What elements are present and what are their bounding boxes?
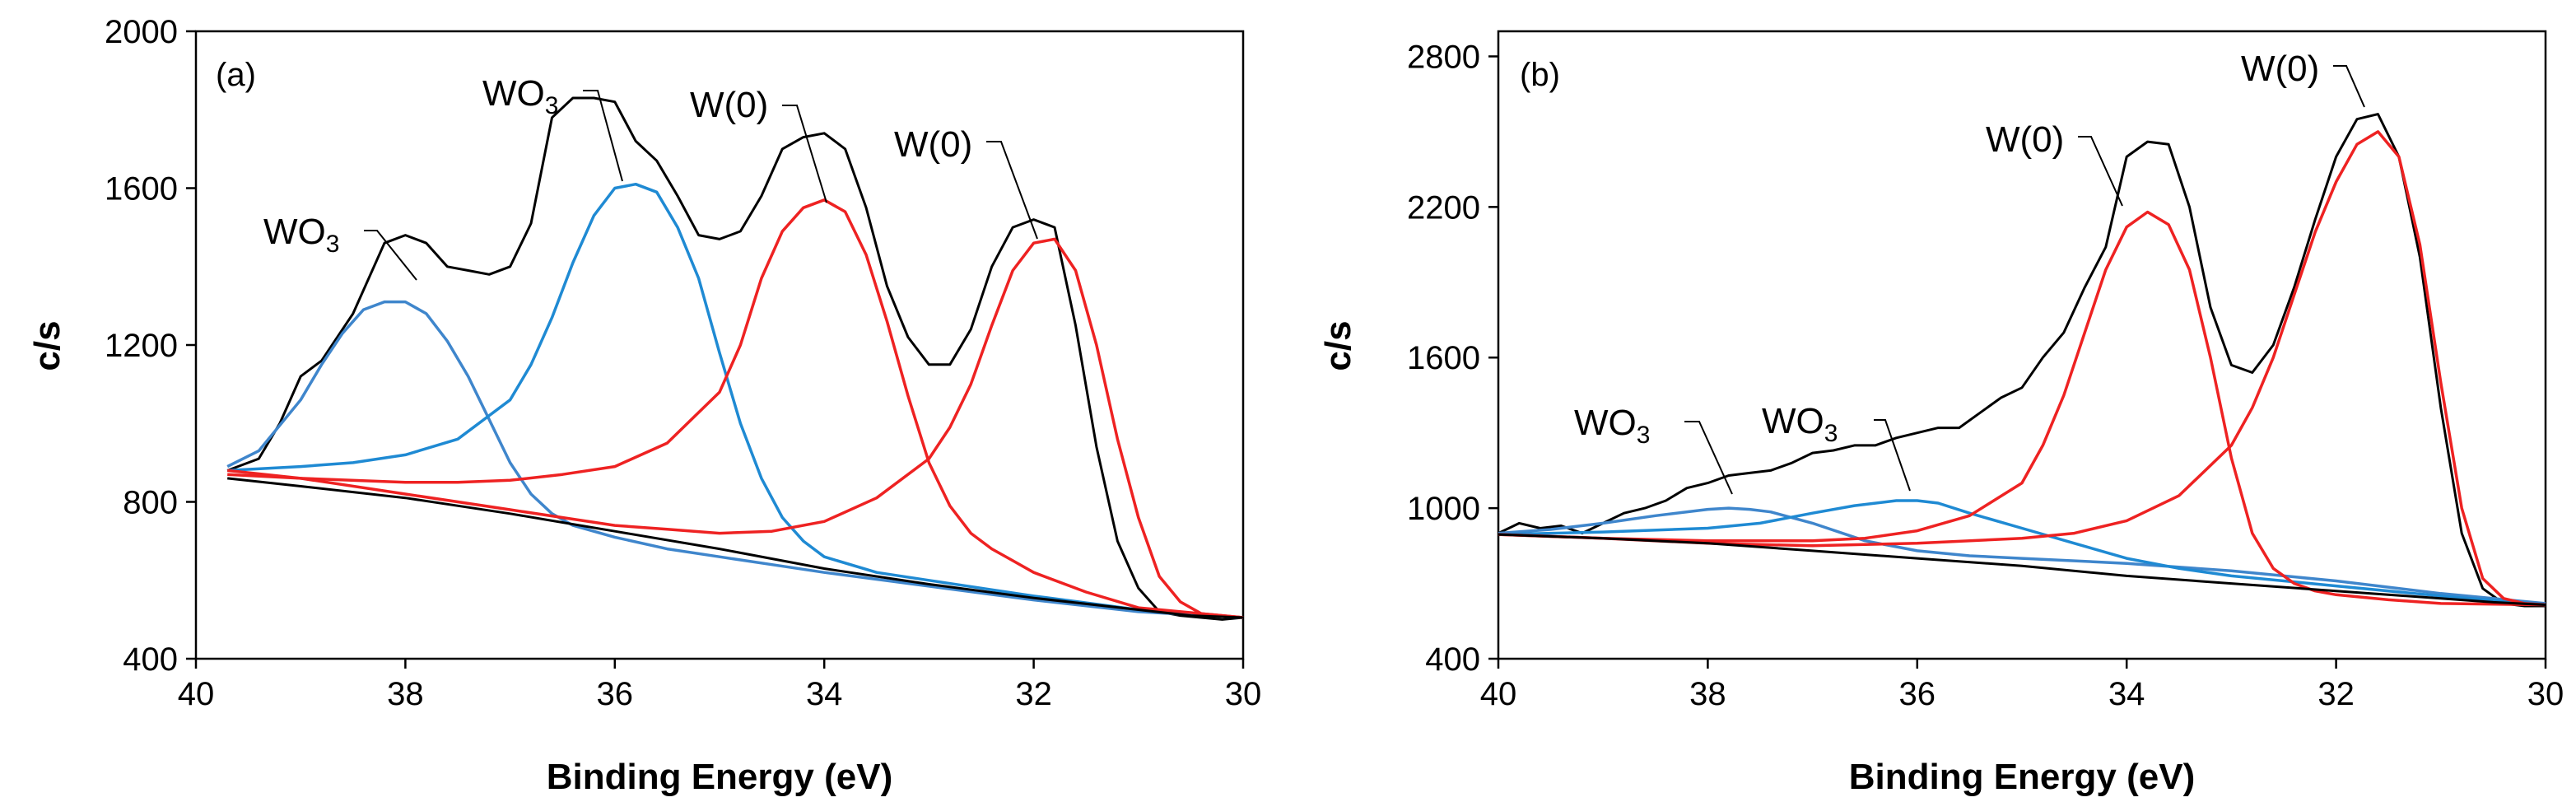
series-line-measured bbox=[226, 96, 1244, 621]
leader-line bbox=[2078, 136, 2123, 207]
series-line-w-0-33-8-ev bbox=[1498, 210, 2546, 607]
peak-label-wo3-1: WO3 bbox=[1574, 403, 1650, 449]
y-tick-label: 400 bbox=[123, 641, 178, 678]
x-tick-label: 40 bbox=[178, 676, 215, 712]
y-tick-label: 800 bbox=[123, 485, 178, 521]
x-tick-label: 32 bbox=[2317, 676, 2355, 712]
y-tick-label: 1000 bbox=[1407, 491, 1480, 527]
y-tick-label: 1600 bbox=[105, 171, 178, 207]
y-axis-title-b: c/s bbox=[1318, 320, 1358, 371]
series-line-w-0-31-8-ev bbox=[227, 237, 1244, 619]
series-line-measured bbox=[1498, 113, 2546, 608]
series-line-wo3-38-0-ev bbox=[226, 300, 1244, 619]
y-tick-label: 1600 bbox=[1407, 340, 1480, 376]
plot-frame-b bbox=[1497, 30, 2547, 660]
series-line-wo3-36-1-ev bbox=[1498, 499, 2546, 607]
peak-label-wo3-1: WO3 bbox=[263, 212, 339, 258]
x-tick-label: 40 bbox=[1480, 676, 1517, 712]
leader-line bbox=[2333, 65, 2365, 108]
x-tick-label: 38 bbox=[387, 676, 424, 712]
series-line-wo3-35-9-ev bbox=[227, 182, 1244, 619]
plot-frame-a bbox=[194, 30, 1245, 660]
x-axis-title-a: Binding Energy (eV) bbox=[547, 757, 892, 797]
y-tick-label: 2800 bbox=[1407, 39, 1480, 75]
y-tick-label: 2000 bbox=[105, 14, 178, 50]
series-line-background bbox=[1498, 533, 2546, 606]
y-tick-label: 400 bbox=[1425, 641, 1480, 678]
series-line-background bbox=[227, 477, 1244, 619]
leader-line bbox=[782, 105, 827, 203]
series-line-wo3-37-8-ev bbox=[1498, 506, 2546, 605]
x-tick-label: 30 bbox=[1225, 676, 1262, 712]
y-tick-label: 1200 bbox=[105, 328, 178, 364]
peak-label-w0-1: W(0) bbox=[690, 85, 768, 125]
leader-line bbox=[364, 230, 417, 281]
x-tick-label: 36 bbox=[1899, 676, 1936, 712]
x-tick-label: 36 bbox=[597, 676, 634, 712]
leader-line bbox=[986, 141, 1038, 240]
chart-panel-a: (a) c/s Binding Energy (eV) 40 38 36 34 32 30… bbox=[27, 14, 1261, 797]
peak-label-w0-2: W(0) bbox=[894, 124, 972, 165]
peak-label-wo3-2: WO3 bbox=[482, 73, 558, 119]
y-tick-label: 2200 bbox=[1407, 189, 1480, 226]
leader-line bbox=[583, 90, 623, 182]
panel-label-a: (a) bbox=[216, 57, 256, 93]
x-tick-label: 34 bbox=[806, 676, 843, 712]
x-tick-label: 34 bbox=[2108, 676, 2145, 712]
leader-line bbox=[1684, 421, 1733, 495]
x-tick-label: 32 bbox=[1015, 676, 1052, 712]
x-tick-label: 30 bbox=[2527, 676, 2564, 712]
peak-label-wo3-2: WO3 bbox=[1762, 401, 1838, 447]
series-line-w-0-33-9-ev bbox=[227, 198, 1244, 619]
y-axis-title-a: c/s bbox=[27, 320, 68, 371]
x-tick-label: 38 bbox=[1689, 676, 1726, 712]
panel-label-b: (b) bbox=[1520, 57, 1560, 93]
series-line-w-0-31-6-ev bbox=[1498, 130, 2546, 607]
leader-line bbox=[1874, 419, 1911, 492]
peak-label-w0-2: W(0) bbox=[2241, 49, 2319, 89]
chart-panel-b: (b) c/s Binding Energy (eV) 40 38 36 34 32 30… bbox=[1318, 30, 2564, 797]
x-axis-title-b: Binding Energy (eV) bbox=[1849, 757, 2195, 797]
peak-label-w0-1: W(0) bbox=[1986, 119, 2064, 160]
